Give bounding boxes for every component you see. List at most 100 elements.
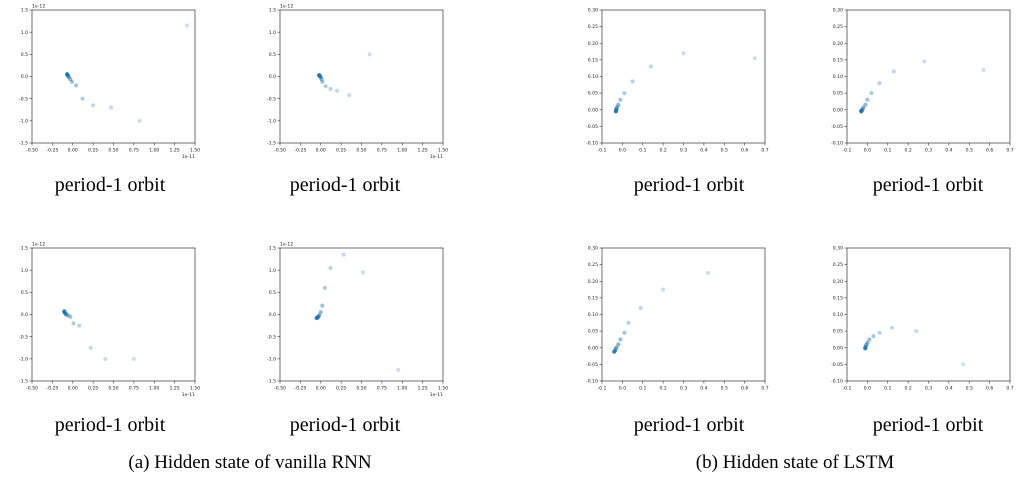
x-tick-label: -0.25: [294, 386, 306, 392]
y-tick-label: 0.10: [588, 312, 598, 318]
y-tick-label: -0.10: [586, 379, 598, 385]
axes-frame: [601, 247, 766, 382]
y-tick-label: 0.10: [833, 74, 843, 80]
y-tick-label: -1.5: [19, 141, 28, 147]
x-tick-label: 0.5: [966, 386, 973, 392]
scatter-plot-a4: -0.50 -0.25 0.00 0.25 0.50 0.75 1.00 1.25 1.50 -1…: [248, 238, 448, 399]
plot-caption: period-1 orbit: [633, 174, 745, 196]
subfigure-caption-a: (a) Hidden state of vanilla RNN: [128, 452, 372, 473]
x-tick-label: 1.00: [149, 386, 159, 392]
scatter-point: [314, 315, 319, 321]
y-tick-label: 0.05: [833, 329, 843, 335]
x-tick-label: 1.50: [190, 148, 200, 154]
scatter-plot-b2: -0.1 0.0 0.1 0.2 0.3 0.4 0.5 0.6 0.7 -0.10 -0.05 0.…: [815, 0, 1015, 160]
scatter-point: [618, 337, 623, 342]
scatter-point: [638, 305, 643, 310]
scatter-point: [341, 252, 346, 257]
y-tick-label: -0.5: [267, 334, 276, 340]
x-tick-label: 0.75: [377, 148, 387, 154]
y-tick-label: 0.25: [833, 262, 843, 268]
x-tick-label: 1.25: [170, 386, 180, 392]
scatter-svg: -0.50 -0.25 0.00 0.25 0.50 0.75 1.00 1.25 1.50 -1…: [267, 242, 448, 399]
y-tick-label: 0.15: [588, 295, 598, 301]
x-tick-label: 0.7: [761, 386, 768, 392]
scatter-point: [889, 325, 894, 330]
scatter-point: [622, 91, 627, 96]
scatter-point: [396, 367, 401, 373]
x-tick-label: -0.50: [26, 386, 38, 392]
scatter-plot-b1: -0.1 0.0 0.1 0.2 0.3 0.4 0.5 0.6 0.7 -0.10 -0.05 0.…: [570, 0, 770, 160]
y-tick-label: 0.00: [588, 345, 598, 351]
x-offset-label: 1e-11: [182, 392, 195, 398]
x-tick-label: 0.3: [925, 148, 932, 154]
x-tick-label: 0.1: [884, 148, 891, 154]
axes-frame: [279, 247, 444, 382]
x-offset-label: 1e-11: [430, 392, 443, 398]
axes-frame: [31, 9, 196, 144]
x-tick-label: 0.0: [619, 386, 626, 392]
x-tick-label: 0.25: [336, 386, 346, 392]
scatter-point: [103, 356, 108, 361]
x-tick-label: 0.50: [356, 386, 366, 392]
x-tick-label: 0.50: [108, 148, 118, 154]
scatter-point: [752, 56, 757, 61]
plot-caption: period-1 orbit: [289, 174, 401, 196]
y-tick-label: -1.0: [19, 356, 28, 362]
scatter-point: [131, 356, 136, 361]
y-tick-label: 1.0: [21, 30, 28, 36]
scatter-point: [62, 309, 67, 314]
scatter-point: [630, 79, 635, 84]
y-tick-label: 0.0: [269, 312, 276, 318]
x-tick-label: 1.25: [418, 386, 428, 392]
scatter-svg: -0.1 0.0 0.1 0.2 0.3 0.4 0.5 0.6 0.7 -0.10 -0.05 0.…: [831, 246, 1014, 392]
x-tick-label: 0.0: [864, 148, 871, 154]
y-tick-label: 1.0: [21, 268, 28, 274]
x-tick-label: 0.6: [741, 148, 748, 154]
scatter-point: [347, 93, 352, 98]
y-tick-label: -0.10: [831, 141, 843, 147]
scatter-point: [867, 337, 872, 342]
x-tick-label: 0.0: [619, 148, 626, 154]
scatter-point: [865, 97, 870, 102]
x-tick-label: 0.6: [986, 148, 993, 154]
x-tick-label: 1.00: [149, 148, 159, 154]
scatter-point: [616, 342, 621, 347]
x-tick-label: 0.7: [1006, 386, 1013, 392]
axes-frame: [846, 247, 1011, 382]
y-tick-label: 1.5: [269, 8, 276, 14]
y-tick-label: 0.20: [588, 279, 598, 285]
y-tick-label: 1.0: [269, 30, 276, 36]
y-tick-label: 0.20: [833, 41, 843, 47]
x-tick-label: 0.25: [88, 148, 98, 154]
x-tick-label: -0.25: [46, 148, 58, 154]
scatter-point: [961, 362, 966, 367]
y-tick-label: 0.20: [833, 279, 843, 285]
y-tick-label: -0.5: [267, 96, 276, 102]
x-tick-label: 0.2: [659, 148, 666, 154]
scatter-point: [320, 79, 325, 84]
scatter-point: [184, 23, 189, 28]
x-tick-label: 1.00: [397, 386, 407, 392]
y-tick-label: 0.10: [833, 312, 843, 318]
scatter-point: [73, 83, 79, 88]
y-offset-label: 1e-12: [280, 4, 293, 10]
y-tick-label: 0.05: [588, 329, 598, 335]
y-tick-label: 0.25: [833, 24, 843, 30]
scatter-point: [367, 52, 372, 57]
y-tick-label: 0.5: [21, 52, 28, 58]
scatter-point: [323, 84, 328, 89]
y-tick-label: 0.05: [588, 91, 598, 97]
x-tick-label: 0.3: [680, 148, 687, 154]
x-tick-label: 0.2: [904, 148, 911, 154]
subfigure-caption-b: (b) Hidden state of LSTM: [695, 452, 895, 473]
x-tick-label: 0.75: [129, 386, 139, 392]
x-tick-label: 0.0: [864, 386, 871, 392]
axes-frame: [846, 9, 1011, 144]
x-tick-label: -0.25: [46, 386, 58, 392]
scatter-point: [648, 64, 653, 69]
y-tick-label: -1.5: [267, 141, 276, 147]
y-tick-label: 0.25: [588, 262, 598, 268]
scatter-point: [613, 109, 618, 114]
x-tick-label: 0.00: [316, 148, 326, 154]
scatter-point: [77, 323, 82, 328]
